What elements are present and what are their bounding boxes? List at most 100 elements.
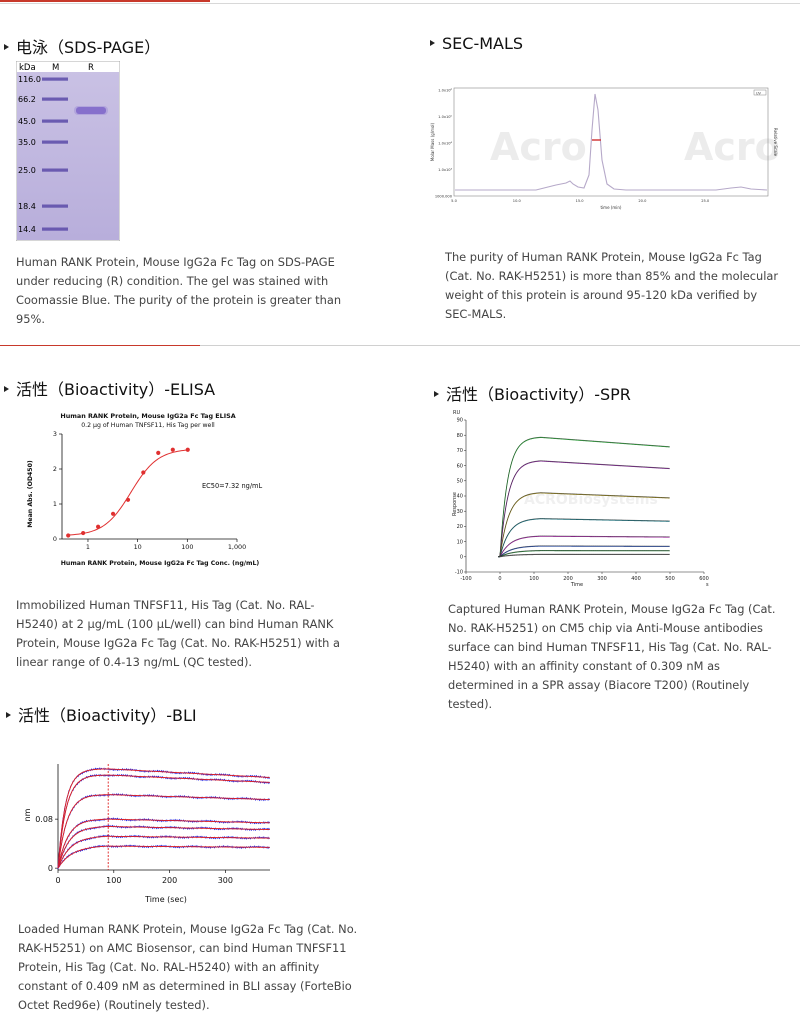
sec-mals-xlabel: time (min) [601,205,622,210]
spr-fit-curve [498,545,670,557]
bli-ytick: 0 [48,864,53,873]
marker-band [42,140,68,144]
marker-band [42,204,68,208]
lane-m-label: M [52,63,59,73]
spr-ytick: 60 [457,463,463,469]
elisa-title: 活性（Bioactivity）-ELISA [4,376,215,400]
spr-title: 活性（Bioactivity）-SPR [434,381,631,405]
marker-label: 14.4 [18,225,36,234]
sec-mals-ytick: 1.0x10³ [438,168,452,172]
sample-band [76,107,106,114]
bullet-triangle-icon [4,385,9,392]
bli-chart: nm Time (sec) 0 0.08 0 100 200 300 [23,764,271,904]
bli-raw-curve [57,767,271,869]
bullet-triangle-icon [430,39,435,46]
bli-raw-curve [57,834,271,869]
spr-fit-curve [498,550,670,557]
bullet-triangle-icon [4,43,9,50]
elisa-chart: Human RANK Protein, Mouse IgG2a Fc Tag E… [27,412,262,567]
sec-mals-chart: Acro Acro UV 1.0x10⁶ 1.0x10⁵ 1.0x10⁴ 1.0x10… [430,87,778,210]
bullet-triangle-icon [6,711,11,718]
marker-label: 25.0 [18,166,36,175]
elisa-xtick: 1,000 [228,543,246,551]
elisa-data-point [170,447,175,452]
sec-mals-ytick: 1.0x10⁵ [438,115,452,119]
spr-fit-curve [498,518,670,557]
bli-fit-curve [57,826,270,869]
elisa-description: Immobilized Human TNFSF11, His Tag (Cat.… [16,598,340,669]
sec-mals-xtick: 15.0 [576,199,585,203]
spr-sensorgram-curve [498,437,670,558]
spr-xtick: -100 [460,576,471,582]
sec-mals-frame [453,87,769,197]
bli-xtick: 200 [162,876,177,885]
spr-ytick: 50 [457,479,463,485]
lane-r-label: R [88,63,94,73]
elisa-data-point [81,530,86,536]
sample-band-halo [74,106,108,115]
sds-page-title: 电泳（SDS-PAGE） [4,34,160,58]
spr-ytick: 90 [457,418,463,424]
spr-sensorgram-curve [498,460,670,558]
elisa-chart-title: Human RANK Protein, Mouse IgG2a Fc Tag E… [60,412,235,420]
bullet-triangle-icon [434,390,439,397]
spr-xtick: 100 [529,576,539,582]
sec-mals-legend: UV [756,91,762,95]
bli-title: 活性（Bioactivity）-BLI [6,702,197,726]
elisa-data-point [141,470,146,475]
sec-mals-ytick: 1.0x10⁴ [438,142,452,146]
top-rule [0,0,800,4]
elisa-ylabel: Mean Abs. (OD450) [27,460,34,528]
sec-mals-ytick: 1000.000 [435,195,453,199]
elisa-ytick: 2 [53,465,57,473]
marker-band [42,227,68,231]
spr-sensorgram-curve [498,554,670,558]
bli-xtick: 300 [218,876,233,885]
bli-xtick: 100 [106,876,121,885]
sec-mals-title: SEC-MALS [430,34,523,53]
elisa-ytick: 0 [53,535,57,543]
spr-xtick: 300 [597,576,607,582]
spr-xunit: s [706,582,709,588]
spr-sensorgram-curve [498,535,670,558]
marker-band [42,168,68,172]
spr-ytick: 20 [457,524,463,530]
sec-mals-xtick: 20.0 [638,199,647,203]
spr-xlabel: Time [570,582,583,588]
sec-mals-legend-box [753,89,767,96]
spr-description: Captured Human RANK Protein, Mouse IgG2a… [448,602,776,711]
marker-label: 18.4 [18,202,36,211]
elisa-data-point [185,447,190,452]
sec-mals-description: The purity of Human RANK Protein, Mouse … [445,250,779,321]
elisa-xtick: 1 [86,543,90,551]
bli-fit-curve [57,774,270,869]
sec-mals-xtick: 5.0 [451,199,457,203]
sec-mals-ylabel-right: Relative Scale [773,128,778,157]
bli-fit-curve [57,768,270,869]
elisa-ytick: 3 [53,430,57,438]
bli-ytick: 0.08 [35,815,53,824]
watermark-left: Acro [490,125,587,169]
spr-ytick: 70 [457,448,463,454]
elisa-data-point [156,450,161,455]
elisa-ec50-annotation: EC50=7.32 ng/mL [202,482,262,490]
bli-fit-curve [57,794,270,869]
elisa-xlabel: Human RANK Protein, Mouse IgG2a Fc Tag C… [61,560,260,567]
bli-raw-curve [57,817,271,868]
spr-ytick: 40 [457,494,463,500]
spr-ylabel: Response [452,492,458,516]
marker-label: 45.0 [18,117,36,126]
section-divider [0,345,800,346]
spr-ytick: 0 [460,555,463,561]
spr-xtick: 400 [631,576,641,582]
spr-ytick: 30 [457,509,463,515]
bli-fit-curve [57,818,270,869]
sec-mals-ytick: 1.0x10⁶ [438,89,452,93]
bli-fit-curve [57,835,270,869]
spr-chart: ACROBiosystems RU Response Time s -10010… [452,410,709,588]
marker-label: 66.2 [18,95,36,104]
bli-xtick: 0 [55,876,60,885]
elisa-data-point [110,511,116,516]
sec-mals-xtick: 10.0 [513,199,522,203]
marker-band [42,77,68,81]
